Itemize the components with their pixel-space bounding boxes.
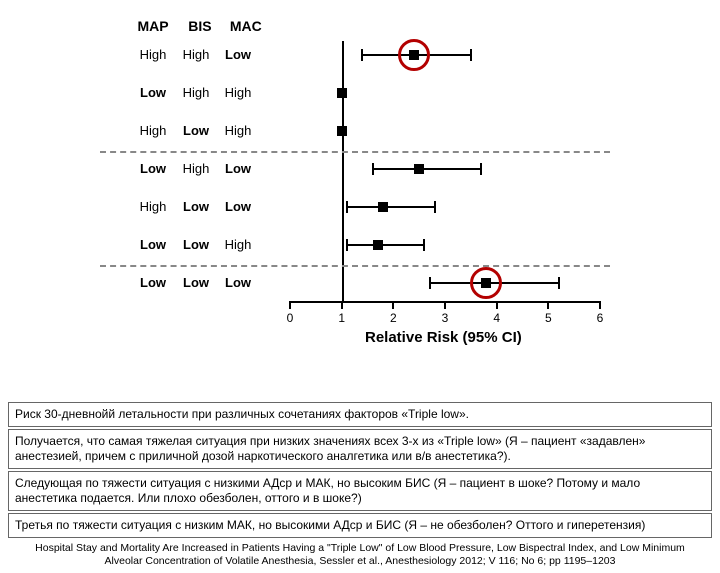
row-col-label: High bbox=[216, 85, 260, 100]
column-headers: MAP BIS MAC bbox=[130, 18, 268, 34]
row-col-label: Low bbox=[216, 161, 260, 176]
row-col-label: Low bbox=[216, 47, 260, 62]
x-tick bbox=[392, 301, 394, 309]
point-marker bbox=[373, 240, 383, 250]
point-marker bbox=[378, 202, 388, 212]
row-col-label: Low bbox=[216, 275, 260, 290]
description-p3: Следующая по тяжести ситуация с низкими … bbox=[8, 471, 712, 511]
point-marker bbox=[409, 50, 419, 60]
row-label: HighLowLow bbox=[130, 199, 260, 214]
row-col-label: Low bbox=[176, 123, 216, 138]
citation: Hospital Stay and Mortality Are Increase… bbox=[0, 540, 720, 573]
forest-plot: MAP BIS MAC 0123456 HighHighLowLowHighHi… bbox=[0, 0, 720, 400]
x-tick-label: 6 bbox=[590, 311, 610, 325]
description-p2: Получается, что самая тяжелая ситуация п… bbox=[8, 429, 712, 469]
plot-region: 0123456 bbox=[290, 45, 600, 355]
row-col-label: High bbox=[216, 237, 260, 252]
ci-cap bbox=[423, 239, 425, 251]
row-divider bbox=[100, 151, 610, 153]
ci-cap bbox=[346, 201, 348, 213]
row-col-label: High bbox=[176, 161, 216, 176]
x-tick-label: 3 bbox=[435, 311, 455, 325]
row-col-label: Low bbox=[130, 237, 176, 252]
row-label: LowHighLow bbox=[130, 161, 260, 176]
description-p1: Риск 30-дневнойй летальности при различн… bbox=[8, 402, 712, 427]
ci-cap bbox=[429, 277, 431, 289]
row-col-label: Low bbox=[130, 85, 176, 100]
ci-whisker bbox=[347, 244, 425, 246]
ci-cap bbox=[434, 201, 436, 213]
description-p4: Третья по тяжести ситуация с низким МАК,… bbox=[8, 513, 712, 538]
ci-cap bbox=[372, 163, 374, 175]
ci-cap bbox=[346, 239, 348, 251]
ci-cap bbox=[558, 277, 560, 289]
reference-line bbox=[342, 41, 344, 301]
row-col-label: High bbox=[130, 123, 176, 138]
point-marker bbox=[481, 278, 491, 288]
row-col-label: High bbox=[130, 47, 176, 62]
row-col-label: Low bbox=[176, 237, 216, 252]
hdr-bis: BIS bbox=[180, 18, 220, 34]
hdr-mac: MAC bbox=[224, 18, 268, 34]
x-tick-label: 2 bbox=[383, 311, 403, 325]
x-tick-label: 4 bbox=[487, 311, 507, 325]
point-marker bbox=[414, 164, 424, 174]
x-tick bbox=[496, 301, 498, 309]
row-col-label: Low bbox=[130, 275, 176, 290]
x-tick-label: 5 bbox=[538, 311, 558, 325]
row-col-label: High bbox=[176, 47, 216, 62]
hdr-map: MAP bbox=[130, 18, 176, 34]
ci-whisker bbox=[373, 168, 482, 170]
x-tick bbox=[289, 301, 291, 309]
ci-whisker bbox=[347, 206, 435, 208]
x-tick bbox=[547, 301, 549, 309]
row-label: LowLowLow bbox=[130, 275, 260, 290]
row-col-label: Low bbox=[216, 199, 260, 214]
row-col-label: Low bbox=[130, 161, 176, 176]
row-label: LowHighHigh bbox=[130, 85, 260, 100]
row-col-label: High bbox=[216, 123, 260, 138]
x-tick bbox=[341, 301, 343, 309]
x-tick-label: 1 bbox=[332, 311, 352, 325]
ci-cap bbox=[480, 163, 482, 175]
x-tick bbox=[444, 301, 446, 309]
ci-cap bbox=[361, 49, 363, 61]
row-col-label: Low bbox=[176, 275, 216, 290]
row-col-label: Low bbox=[176, 199, 216, 214]
row-divider bbox=[100, 265, 610, 267]
row-label: HighHighLow bbox=[130, 47, 260, 62]
x-tick-label: 0 bbox=[280, 311, 300, 325]
ci-cap bbox=[470, 49, 472, 61]
row-col-label: High bbox=[176, 85, 216, 100]
x-axis-label: Relative Risk (95% CI) bbox=[365, 329, 522, 346]
row-col-label: High bbox=[130, 199, 176, 214]
row-label: HighLowHigh bbox=[130, 123, 260, 138]
row-label: LowLowHigh bbox=[130, 237, 260, 252]
x-tick bbox=[599, 301, 601, 309]
ci-whisker bbox=[430, 282, 559, 284]
